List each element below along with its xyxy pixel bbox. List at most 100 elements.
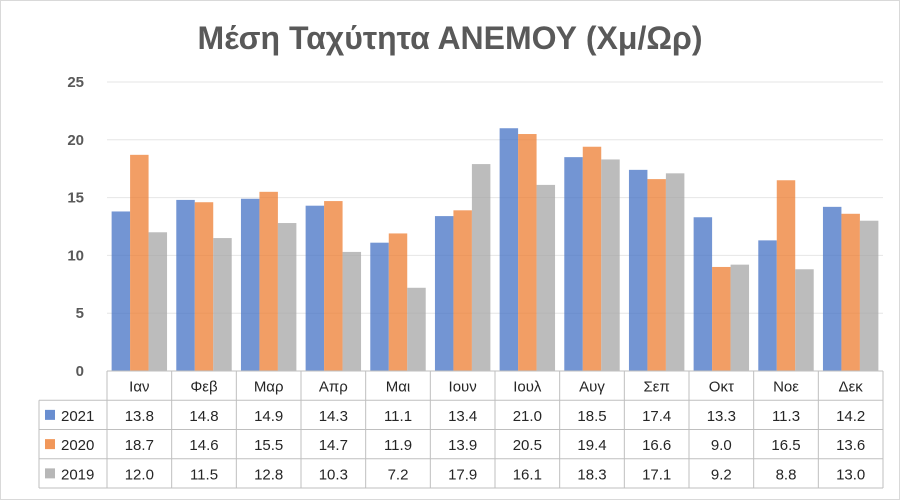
data-label-2019-7: 18.3 <box>577 466 606 483</box>
data-label-2020-5: 13.9 <box>448 437 477 454</box>
bar-2019-7 <box>601 159 620 371</box>
bar-2021-11 <box>822 206 842 371</box>
bar-2020-7 <box>582 146 602 371</box>
bar-2020-6 <box>518 134 537 371</box>
x-tick-label: Νοε <box>773 379 799 396</box>
data-label-2021-11: 14.2 <box>836 408 865 425</box>
data-label-2019-11: 13.0 <box>836 466 865 483</box>
x-tick-label: Φεβ <box>190 379 218 396</box>
data-label-2019-0: 12.0 <box>125 466 154 483</box>
bar-2020-9 <box>712 266 731 371</box>
data-label-2020-3: 14.7 <box>319 437 348 454</box>
bar-2020-0 <box>130 154 149 371</box>
data-label-2019-2: 12.8 <box>254 466 283 483</box>
x-tick-label: Δεκ <box>839 379 864 396</box>
data-label-2020-1: 14.6 <box>189 437 218 454</box>
legend-label-2020: 2020 <box>61 437 94 454</box>
bar-2019-5 <box>471 164 491 371</box>
bar-2019-3 <box>342 251 362 371</box>
data-label-2019-9: 9.2 <box>711 466 732 483</box>
y-tick-label: 20 <box>67 132 84 149</box>
x-tick-label: Μαρ <box>254 379 284 396</box>
data-label-2021-5: 13.4 <box>448 408 477 425</box>
bar-2020-3 <box>324 201 343 371</box>
bar-2020-5 <box>453 210 472 371</box>
data-label-2019-6: 16.1 <box>513 466 542 483</box>
y-tick-label: 15 <box>67 190 84 207</box>
bar-2019-10 <box>795 269 814 371</box>
data-label-2021-4: 11.1 <box>384 408 412 425</box>
bar-2021-5 <box>434 216 454 371</box>
bar-2021-10 <box>758 240 777 371</box>
bar-2021-3 <box>305 205 325 371</box>
x-tick-label: Απρ <box>319 379 348 396</box>
x-tick-label: Ιουν <box>449 379 477 396</box>
bar-2020-11 <box>841 213 860 371</box>
bars <box>111 128 879 371</box>
data-label-2021-0: 13.8 <box>125 408 154 425</box>
data-label-2019-1: 11.5 <box>190 466 218 483</box>
x-tick-label: Ιουλ <box>513 379 542 396</box>
data-label-2019-10: 8.8 <box>776 466 797 483</box>
legend-label-2021: 2021 <box>61 408 94 425</box>
x-tick-label: Ιαν <box>129 379 149 396</box>
data-label-2019-4: 7.2 <box>388 466 409 483</box>
data-label-2020-0: 18.7 <box>125 437 154 454</box>
legend-key-2021 <box>45 409 55 420</box>
data-label-2020-10: 16.5 <box>771 437 800 454</box>
data-label-2021-6: 21.0 <box>513 408 542 425</box>
gridlines: 0 5 10 15 20 25 <box>67 74 883 380</box>
bar-2021-1 <box>176 199 195 371</box>
bar-2020-2 <box>259 191 278 371</box>
data-label-2020-9: 9.0 <box>711 437 732 454</box>
bar-2021-7 <box>564 157 583 371</box>
data-label-2021-8: 17.4 <box>642 408 671 425</box>
bar-2021-4 <box>370 242 389 371</box>
bar-2019-0 <box>148 232 168 371</box>
bar-2021-2 <box>240 198 260 371</box>
data-label-2020-8: 16.6 <box>642 437 671 454</box>
y-tick-label: 0 <box>76 363 84 380</box>
data-label-2020-4: 11.9 <box>384 437 412 454</box>
y-tick-label: 25 <box>67 74 84 91</box>
legend-label-2019: 2019 <box>61 466 94 483</box>
bar-2021-9 <box>693 217 713 371</box>
data-label-2019-8: 17.1 <box>642 466 671 483</box>
bar-2019-9 <box>730 264 750 371</box>
bar-2020-10 <box>776 180 796 371</box>
bar-2020-8 <box>647 179 666 371</box>
x-tick-label: Μαι <box>386 379 411 396</box>
bar-2019-8 <box>665 173 685 371</box>
data-label-2020-11: 13.6 <box>836 437 865 454</box>
legend-key-2019 <box>45 468 55 479</box>
bar-2020-1 <box>194 202 214 371</box>
data-label-2021-3: 14.3 <box>319 408 348 425</box>
data-label-2020-6: 20.5 <box>513 437 542 454</box>
bar-2019-1 <box>213 238 232 371</box>
bar-2021-0 <box>111 211 131 371</box>
data-label-2021-1: 14.8 <box>189 408 218 425</box>
bar-2021-8 <box>628 169 648 371</box>
data-label-2021-2: 14.9 <box>254 408 283 425</box>
bar-2019-4 <box>407 287 426 371</box>
data-label-2021-7: 18.5 <box>577 408 606 425</box>
y-tick-label: 5 <box>76 305 84 322</box>
x-tick-label: Σεπ <box>644 379 670 396</box>
bar-2019-11 <box>859 220 879 371</box>
y-tick-label: 10 <box>67 247 84 264</box>
data-label-2019-3: 10.3 <box>319 466 348 483</box>
x-tick-label: Αυγ <box>579 379 605 396</box>
data-label-2020-7: 19.4 <box>577 437 606 454</box>
bar-2019-2 <box>277 223 297 371</box>
bar-2020-4 <box>388 233 408 371</box>
x-tick-label: Οκτ <box>709 379 734 396</box>
legend-key-2020 <box>45 439 55 450</box>
data-label-2019-5: 17.9 <box>448 466 477 483</box>
data-label-2021-9: 13.3 <box>707 408 736 425</box>
bar-2021-6 <box>499 128 519 371</box>
data-label-2021-10: 11.3 <box>772 408 800 425</box>
data-table: Ιαν Φεβ Μαρ Απρ Μαι Ιουν Ιουλ Αυγ Σεπ Οκτ Νοε Δεκ 20… <box>38 370 884 489</box>
bar-2019-6 <box>536 184 556 371</box>
